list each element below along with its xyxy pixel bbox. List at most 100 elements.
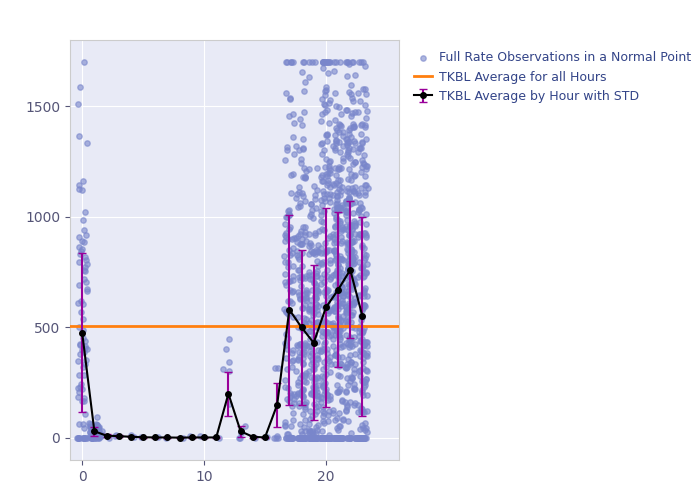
Full Rate Observations in a Normal Point <box>317 260 328 268</box>
Full Rate Observations in a Normal Point <box>354 144 365 152</box>
Full Rate Observations in a Normal Point <box>279 422 290 430</box>
Full Rate Observations in a Normal Point <box>329 351 340 359</box>
Full Rate Observations in a Normal Point <box>325 58 336 66</box>
Full Rate Observations in a Normal Point <box>328 322 339 330</box>
Full Rate Observations in a Normal Point <box>331 136 342 144</box>
Full Rate Observations in a Normal Point <box>296 250 307 258</box>
Full Rate Observations in a Normal Point <box>303 326 314 334</box>
Full Rate Observations in a Normal Point <box>78 420 89 428</box>
Full Rate Observations in a Normal Point <box>328 326 339 334</box>
Full Rate Observations in a Normal Point <box>318 226 330 234</box>
Full Rate Observations in a Normal Point <box>330 434 342 442</box>
Full Rate Observations in a Normal Point <box>329 331 340 339</box>
Full Rate Observations in a Normal Point <box>349 400 360 408</box>
Full Rate Observations in a Normal Point <box>223 335 235 343</box>
Full Rate Observations in a Normal Point <box>333 331 344 339</box>
Full Rate Observations in a Normal Point <box>284 210 295 218</box>
Full Rate Observations in a Normal Point <box>281 434 292 442</box>
Full Rate Observations in a Normal Point <box>305 247 316 255</box>
Full Rate Observations in a Normal Point <box>355 434 366 442</box>
Full Rate Observations in a Normal Point <box>353 205 364 213</box>
Full Rate Observations in a Normal Point <box>347 300 358 308</box>
Full Rate Observations in a Normal Point <box>293 266 304 274</box>
Full Rate Observations in a Normal Point <box>346 358 357 366</box>
Full Rate Observations in a Normal Point <box>361 407 372 415</box>
Full Rate Observations in a Normal Point <box>333 434 344 442</box>
Full Rate Observations in a Normal Point <box>305 200 316 207</box>
Full Rate Observations in a Normal Point <box>342 256 354 264</box>
Full Rate Observations in a Normal Point <box>329 204 340 212</box>
Full Rate Observations in a Normal Point <box>75 342 86 349</box>
Full Rate Observations in a Normal Point <box>322 176 333 184</box>
Full Rate Observations in a Normal Point <box>358 340 370 348</box>
Full Rate Observations in a Normal Point <box>316 434 328 442</box>
Full Rate Observations in a Normal Point <box>299 416 310 424</box>
Full Rate Observations in a Normal Point <box>344 138 355 146</box>
Full Rate Observations in a Normal Point <box>316 327 328 335</box>
Full Rate Observations in a Normal Point <box>77 385 88 393</box>
Full Rate Observations in a Normal Point <box>321 83 332 91</box>
Full Rate Observations in a Normal Point <box>354 366 365 374</box>
Full Rate Observations in a Normal Point <box>298 164 309 172</box>
Full Rate Observations in a Normal Point <box>358 434 370 442</box>
Full Rate Observations in a Normal Point <box>304 434 316 442</box>
Full Rate Observations in a Normal Point <box>74 382 85 390</box>
Full Rate Observations in a Normal Point <box>297 304 308 312</box>
Full Rate Observations in a Normal Point <box>344 336 355 344</box>
Full Rate Observations in a Normal Point <box>294 434 305 442</box>
Full Rate Observations in a Normal Point <box>312 302 323 310</box>
Full Rate Observations in a Normal Point <box>295 158 307 166</box>
Full Rate Observations in a Normal Point <box>354 144 365 152</box>
Full Rate Observations in a Normal Point <box>330 434 342 442</box>
Full Rate Observations in a Normal Point <box>285 276 296 284</box>
Full Rate Observations in a Normal Point <box>282 258 293 266</box>
Full Rate Observations in a Normal Point <box>74 323 85 331</box>
Full Rate Observations in a Normal Point <box>349 350 360 358</box>
Full Rate Observations in a Normal Point <box>304 230 315 238</box>
Full Rate Observations in a Normal Point <box>280 341 291 349</box>
Full Rate Observations in a Normal Point <box>325 232 336 239</box>
Full Rate Observations in a Normal Point <box>335 434 346 442</box>
Full Rate Observations in a Normal Point <box>348 301 359 309</box>
Full Rate Observations in a Normal Point <box>288 58 299 66</box>
Full Rate Observations in a Normal Point <box>342 362 353 370</box>
Full Rate Observations in a Normal Point <box>344 336 356 344</box>
TKBL Average for all Hours <box>78 323 86 329</box>
Full Rate Observations in a Normal Point <box>344 398 356 406</box>
Full Rate Observations in a Normal Point <box>332 312 343 320</box>
Full Rate Observations in a Normal Point <box>313 434 324 442</box>
Full Rate Observations in a Normal Point <box>318 409 330 417</box>
Full Rate Observations in a Normal Point <box>354 324 365 332</box>
Full Rate Observations in a Normal Point <box>92 429 103 437</box>
Full Rate Observations in a Normal Point <box>318 190 329 198</box>
Full Rate Observations in a Normal Point <box>78 275 90 283</box>
Full Rate Observations in a Normal Point <box>341 316 352 324</box>
Full Rate Observations in a Normal Point <box>288 346 299 354</box>
Full Rate Observations in a Normal Point <box>310 288 321 296</box>
Full Rate Observations in a Normal Point <box>308 358 319 366</box>
Full Rate Observations in a Normal Point <box>330 434 342 442</box>
Full Rate Observations in a Normal Point <box>298 422 309 430</box>
Full Rate Observations in a Normal Point <box>346 257 357 265</box>
Full Rate Observations in a Normal Point <box>349 186 360 194</box>
Full Rate Observations in a Normal Point <box>343 264 354 272</box>
Full Rate Observations in a Normal Point <box>295 390 307 398</box>
Full Rate Observations in a Normal Point <box>356 334 368 342</box>
Full Rate Observations in a Normal Point <box>358 268 369 276</box>
Full Rate Observations in a Normal Point <box>287 272 298 280</box>
Full Rate Observations in a Normal Point <box>337 312 349 320</box>
Full Rate Observations in a Normal Point <box>357 158 368 166</box>
Full Rate Observations in a Normal Point <box>299 86 310 94</box>
Full Rate Observations in a Normal Point <box>344 195 355 203</box>
Full Rate Observations in a Normal Point <box>344 280 355 288</box>
Full Rate Observations in a Normal Point <box>349 172 360 180</box>
Full Rate Observations in a Normal Point <box>350 340 361 347</box>
Full Rate Observations in a Normal Point <box>80 342 91 350</box>
Full Rate Observations in a Normal Point <box>355 230 366 238</box>
Full Rate Observations in a Normal Point <box>330 222 341 230</box>
Full Rate Observations in a Normal Point <box>332 260 344 268</box>
Full Rate Observations in a Normal Point <box>316 260 327 268</box>
Full Rate Observations in a Normal Point <box>334 264 345 272</box>
Full Rate Observations in a Normal Point <box>335 302 346 310</box>
Full Rate Observations in a Normal Point <box>342 382 354 390</box>
